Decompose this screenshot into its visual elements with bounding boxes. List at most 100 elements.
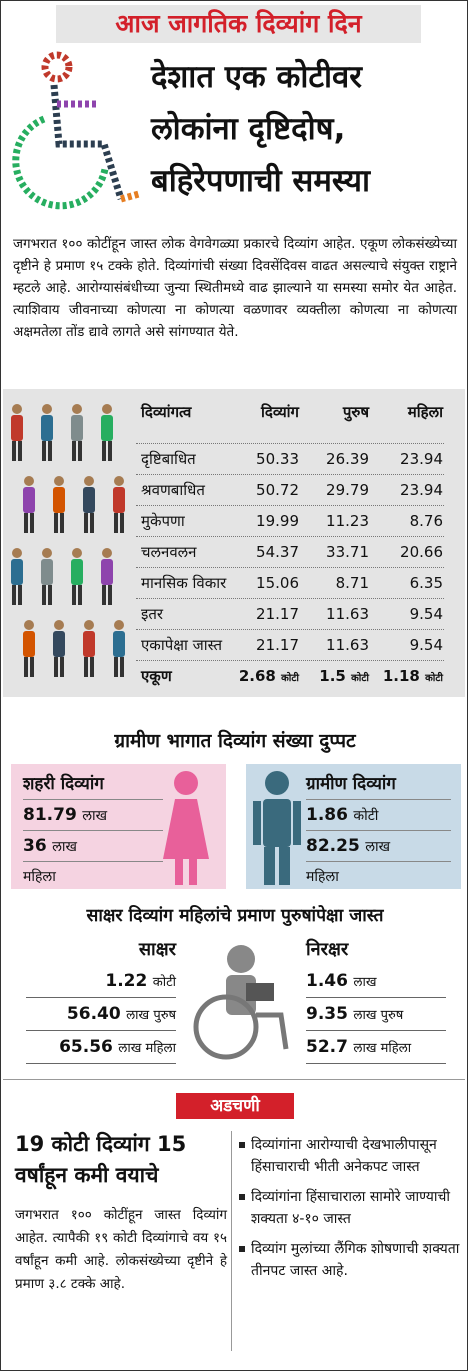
- table-row-label: दृष्टिबाधित: [141, 450, 196, 468]
- total-value: 2.68: [238, 667, 276, 685]
- table-value: 19.99: [256, 512, 299, 530]
- literacy-row: 1.46 लाख: [306, 965, 446, 998]
- box-women: 36 लाख: [23, 831, 163, 862]
- intro-paragraph: जगभरात १०० कोटींहून जास्त लोक वेगवेगळ्या…: [13, 236, 457, 340]
- table-value: 54.37: [256, 543, 299, 561]
- headline-line: देशात एक कोटीवर: [151, 59, 362, 95]
- table-value: 11.63: [326, 605, 369, 623]
- person-figure: [101, 404, 113, 461]
- box-value: 1.86: [306, 805, 348, 825]
- box-total: 81.79 लाख: [23, 800, 163, 831]
- table-value: 50.33: [256, 450, 299, 468]
- person-figure: [11, 404, 23, 461]
- illiterate-heading: निरक्षर: [306, 939, 349, 960]
- person-figure: [23, 620, 35, 677]
- box-value: 82.25: [306, 836, 360, 856]
- total-unit: कोटी: [351, 673, 369, 684]
- literacy-row: 52.7 लाख महिला: [306, 1031, 446, 1064]
- reader-wheelchair-icon: [193, 945, 289, 1060]
- literacy-value: 9.35: [306, 1004, 348, 1024]
- table-header-cell: दिव्यांग: [260, 403, 299, 421]
- person-figure: [83, 620, 95, 677]
- table-header-cell: दिव्यांगत्व: [141, 403, 192, 421]
- woman-figure: [163, 771, 209, 885]
- table-value: 9.54: [409, 636, 443, 654]
- literacy-value: 65.56: [59, 1037, 113, 1057]
- table-row-label: श्रवणबाधित: [141, 481, 205, 499]
- table-value: 6.35: [409, 574, 443, 592]
- divider: [3, 1079, 465, 1080]
- table: दिव्यांगत्व दिव्यांग पुरुष महिला दृष्टिबाधित…: [1, 1, 467, 701]
- row-line: [136, 474, 444, 475]
- person-figure: [41, 404, 53, 461]
- table-value: 26.39: [326, 450, 369, 468]
- bullet-item: दिव्यांगांना हिंसाचाराला सामोरे जाण्याची…: [239, 1186, 461, 1230]
- total-unit: कोटी: [281, 673, 299, 684]
- table-row-label: इतर: [141, 605, 164, 623]
- table-row-label: मानसिक विकार: [141, 574, 227, 592]
- total-value: 1.18: [382, 667, 420, 685]
- box-women-label: महिला: [23, 869, 56, 885]
- box-unit: लाख: [365, 839, 391, 855]
- total-value: 1.5: [319, 667, 346, 685]
- rural-text: ग्रामीण दिव्यांग 1.86 कोटी 82.25 लाख महिला: [306, 769, 451, 892]
- person-figure: [101, 548, 113, 605]
- table-total-cell: 1.18 कोटी: [359, 661, 443, 691]
- person-figure: [71, 404, 83, 461]
- box-unit: कोटी: [353, 808, 379, 824]
- illiterate-rows: 1.46 लाख 9.35 लाख पुरुष 52.7 लाख महिला: [306, 965, 446, 1064]
- table-total-cell: 1.5 कोटी: [291, 661, 369, 691]
- box-title: शहरी दिव्यांग: [23, 769, 163, 800]
- headline-line: बहिरेपणाची समस्या: [151, 163, 370, 199]
- literacy-row: 9.35 लाख पुरुष: [306, 998, 446, 1031]
- box-women-label: महिला: [306, 869, 339, 885]
- row-line: [136, 629, 444, 630]
- literacy-value: 1.46: [306, 971, 348, 991]
- person-figure: [11, 548, 23, 605]
- total-unit: कोटी: [425, 673, 443, 684]
- literacy-unit: लाख महिला: [353, 1041, 412, 1056]
- rural-title: ग्रामीण भागात दिव्यांग संख्या दुप्पट: [114, 730, 356, 752]
- literacy-unit: कोटी: [152, 975, 176, 990]
- box-title: ग्रामीण दिव्यांग: [306, 769, 451, 800]
- literacy-unit: लाख महिला: [118, 1041, 176, 1056]
- person-figure: [41, 548, 53, 605]
- person-figure: [23, 476, 35, 533]
- bullet-item: दिव्यांगांना आरोग्याची देखभालीपासून हिंस…: [239, 1134, 461, 1178]
- challenges-label: अडचणी: [176, 1093, 294, 1119]
- table-total-label: एकूण: [141, 667, 172, 685]
- table-total-cell: 2.68 कोटी: [221, 661, 299, 691]
- wheelchair-illustration: [12, 51, 140, 210]
- box-value: 36: [23, 836, 47, 856]
- box-value: 81.79: [23, 805, 77, 825]
- table-value: 20.66: [400, 543, 443, 561]
- literacy-value: 52.7: [306, 1037, 348, 1057]
- bullet-list: दिव्यांगांना आरोग्याची देखभालीपासून हिंस…: [239, 1134, 461, 1290]
- person-figure: [53, 620, 65, 677]
- man-figure: [253, 771, 301, 885]
- table-header-cell: महिला: [407, 403, 443, 421]
- literacy-value: 56.40: [66, 1004, 121, 1024]
- challenges-text: जगभरात १०० कोटींहून जास्त दिव्यांग आहेत.…: [15, 1207, 227, 1292]
- table-value: 21.17: [256, 605, 299, 623]
- literacy-row: 65.56 लाख महिला: [26, 1031, 176, 1064]
- table-value: 8.71: [335, 574, 369, 592]
- row-line: [136, 660, 444, 661]
- box-unit: लाख: [82, 808, 108, 824]
- person-figure: [113, 620, 125, 677]
- headline-line: लोकांना दृष्टिदोष,: [151, 111, 346, 147]
- row-line: [136, 598, 444, 599]
- table-value: 11.23: [326, 512, 369, 530]
- table-value: 11.63: [326, 636, 369, 654]
- table-value: 23.94: [400, 450, 443, 468]
- literacy-unit: लाख पुरुष: [126, 1008, 176, 1023]
- literacy-unit: लाख: [353, 975, 377, 990]
- table-row-label: चलनवलन: [141, 543, 197, 561]
- headline: देशात एक कोटीवर लोकांना दृष्टिदोष, बहिरेपण…: [151, 51, 466, 207]
- crowd-illustration: [11, 404, 125, 677]
- table-header-cell: पुरुष: [342, 403, 369, 421]
- table-value: 23.94: [400, 481, 443, 499]
- row-line: [136, 443, 444, 444]
- row-line: [136, 505, 444, 506]
